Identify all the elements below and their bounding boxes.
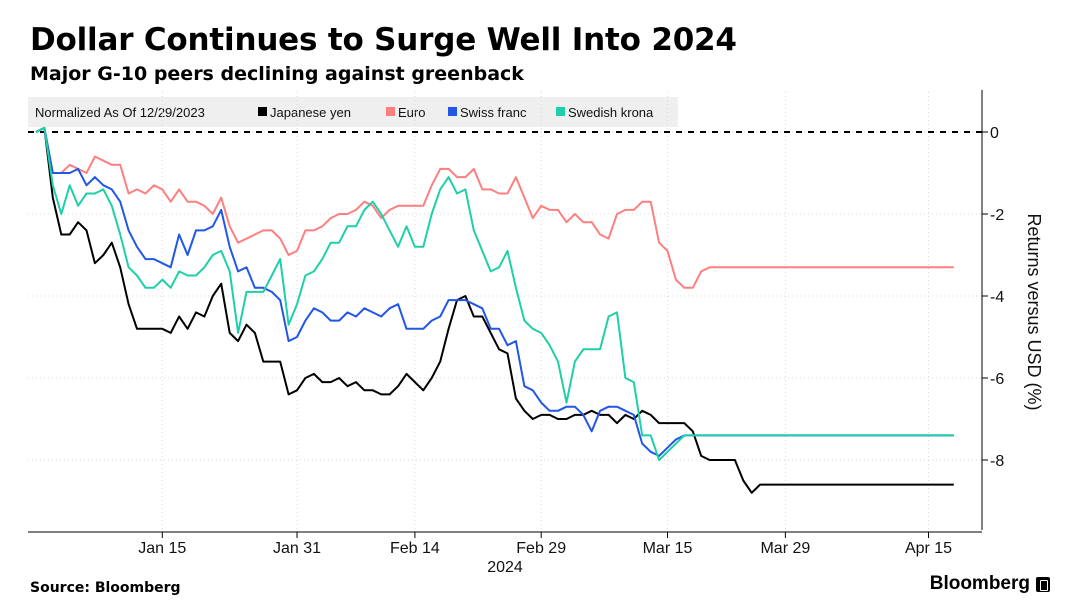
legend-title: Normalized As Of 12/29/2023 <box>35 105 205 120</box>
x-tick-label: Feb 14 <box>390 540 440 557</box>
y-tick-label: -4 <box>990 289 1004 306</box>
x-tick-label: Feb 29 <box>516 540 566 557</box>
x-tick-label: Jan 15 <box>138 540 186 557</box>
y-tick-label: -8 <box>990 453 1004 470</box>
y-tick-label: 0 <box>990 125 999 142</box>
legend-label-euro: Euro <box>398 105 425 120</box>
x-axis-label: 2024 <box>487 559 523 576</box>
brand-name: Bloomberg <box>929 573 1030 594</box>
legend-label-swedish-krona: Swedish krona <box>568 105 654 120</box>
series-line-swiss-franc <box>35 126 954 457</box>
y-tick-label: -6 <box>990 371 1004 388</box>
x-tick-label: Mar 29 <box>760 540 810 557</box>
y-tick-label: -2 <box>990 207 1004 224</box>
legend-label-swiss-franc: Swiss franc <box>460 105 527 120</box>
chart-subtitle: Major G-10 peers declining against green… <box>30 63 524 85</box>
x-tick-label: Apr 15 <box>905 540 952 557</box>
legend-background <box>28 97 678 127</box>
y-axis-label: Returns versus USD (%) <box>1024 213 1044 410</box>
legend-label-japanese-yen: Japanese yen <box>270 105 351 120</box>
legend-swatch-swiss-franc <box>448 107 457 116</box>
legend-swatch-japanese-yen <box>258 107 267 116</box>
source-note: Source: Bloomberg <box>30 580 181 596</box>
brand-logo: Bloomberg <box>930 573 1050 595</box>
legend-swatch-swedish-krona <box>556 107 565 116</box>
x-tick-label: Jan 31 <box>273 540 321 557</box>
x-tick-label: Mar 15 <box>643 540 693 557</box>
series-line-swedish-krona <box>35 126 954 461</box>
terminal-icon <box>1036 576 1050 592</box>
series-line-japanese-yen <box>35 126 954 494</box>
series-line-euro <box>35 126 954 289</box>
chart-title: Dollar Continues to Surge Well Into 2024 <box>30 22 737 58</box>
legend-swatch-euro <box>386 107 395 116</box>
